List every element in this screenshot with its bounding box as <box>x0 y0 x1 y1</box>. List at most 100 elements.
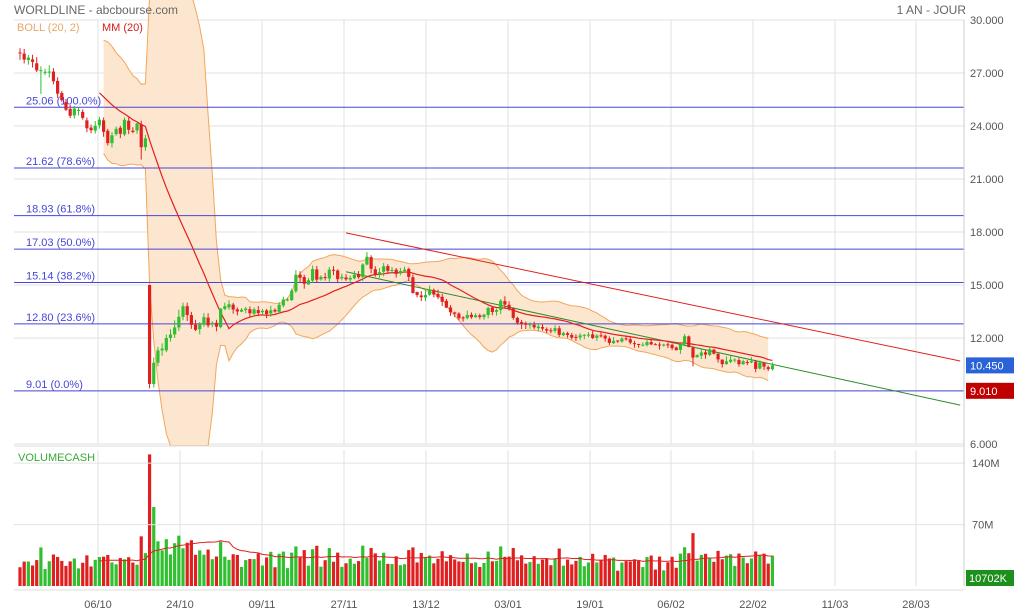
volume-bar <box>394 556 398 586</box>
candle <box>173 320 177 338</box>
volume-bar <box>143 553 147 586</box>
volume-bar <box>741 557 745 586</box>
candle-body <box>323 277 327 279</box>
volume-bar <box>214 556 219 586</box>
volume-bar <box>628 561 632 586</box>
candle <box>369 255 373 274</box>
volume-bar <box>382 552 386 586</box>
candle <box>662 343 666 347</box>
candle-body <box>47 71 51 73</box>
candle <box>503 296 507 309</box>
candle <box>478 313 482 320</box>
candle <box>260 308 265 316</box>
candle <box>377 268 382 278</box>
volume-bar <box>603 554 607 586</box>
candle <box>185 302 189 322</box>
candle-body <box>382 266 386 272</box>
candle-body <box>81 111 85 118</box>
volume-bar <box>398 565 402 586</box>
candle <box>762 362 766 370</box>
volume-bar <box>536 563 540 586</box>
candle-body <box>741 361 745 365</box>
candle <box>407 267 411 282</box>
fib-label: 9.01 (0.0%) <box>26 379 83 391</box>
candle <box>139 120 143 160</box>
volume-bar <box>469 563 474 586</box>
candle-body <box>749 360 754 363</box>
volume-bar <box>30 565 35 586</box>
candle <box>336 269 340 283</box>
volume-bar <box>724 555 729 586</box>
candle-body <box>68 108 72 116</box>
candle <box>607 336 611 345</box>
candle-body <box>56 80 60 94</box>
candle-body <box>302 277 306 284</box>
y-tick-label: 15.000 <box>970 280 1004 292</box>
candle <box>754 359 758 373</box>
candle <box>599 331 603 338</box>
volume-bar <box>607 558 611 586</box>
volume-bar <box>749 558 754 586</box>
candle <box>252 307 256 317</box>
candle <box>515 316 520 325</box>
candle <box>419 291 423 302</box>
candle <box>570 332 574 340</box>
candle-body <box>670 344 674 349</box>
candle-body <box>30 59 35 62</box>
candle-body <box>235 309 239 312</box>
candle <box>127 117 131 135</box>
candle <box>565 331 570 338</box>
candle-body <box>708 349 712 355</box>
candle-body <box>620 338 624 342</box>
candle <box>511 307 515 320</box>
candle-body <box>578 335 582 338</box>
volume-bar <box>729 554 733 586</box>
candle-body <box>18 52 22 54</box>
candle <box>164 334 168 353</box>
candle <box>219 307 223 329</box>
volume-bar <box>319 566 323 586</box>
candle <box>156 346 160 367</box>
volume-bar <box>202 554 206 586</box>
trend-line-upper <box>345 232 961 362</box>
volume-bar <box>561 565 565 586</box>
candle <box>390 266 394 274</box>
candle-body <box>465 315 469 319</box>
candle-body <box>114 128 118 135</box>
volume-bar <box>549 565 553 586</box>
bollinger-legend: BOLL (20, 2) <box>17 22 80 34</box>
volume-bar <box>102 556 106 586</box>
volume-bar <box>545 558 549 586</box>
candle-body <box>649 342 653 345</box>
volume-bar <box>35 560 39 586</box>
candle <box>47 65 51 78</box>
candle <box>603 334 607 342</box>
volume-bar <box>193 554 198 586</box>
candle-body <box>683 336 687 345</box>
volume-bar <box>448 555 453 586</box>
candle-body <box>102 120 106 132</box>
candle <box>18 48 22 60</box>
volume-bar <box>122 559 127 586</box>
x-tick-label: 03/01 <box>494 599 522 611</box>
candle-body <box>758 362 762 369</box>
candle <box>766 365 770 372</box>
fib-label: 17.03 (50.0%) <box>26 237 95 249</box>
trend-lines <box>345 232 961 406</box>
candle <box>311 265 315 284</box>
candle <box>561 331 565 337</box>
candle-body <box>499 300 503 311</box>
candle <box>624 336 628 341</box>
candle <box>373 266 377 277</box>
candle-body <box>398 271 402 274</box>
candle-body <box>428 289 432 295</box>
x-tick-label: 28/03 <box>902 599 930 611</box>
volume-bar <box>81 562 85 586</box>
candle-body <box>131 130 135 133</box>
volume-bar <box>745 563 749 586</box>
volume-bar <box>344 563 348 586</box>
period-label: 1 AN - JOUR <box>896 3 966 17</box>
volume-bar <box>515 560 520 586</box>
candle-body <box>219 308 223 328</box>
candle-body <box>26 57 30 61</box>
